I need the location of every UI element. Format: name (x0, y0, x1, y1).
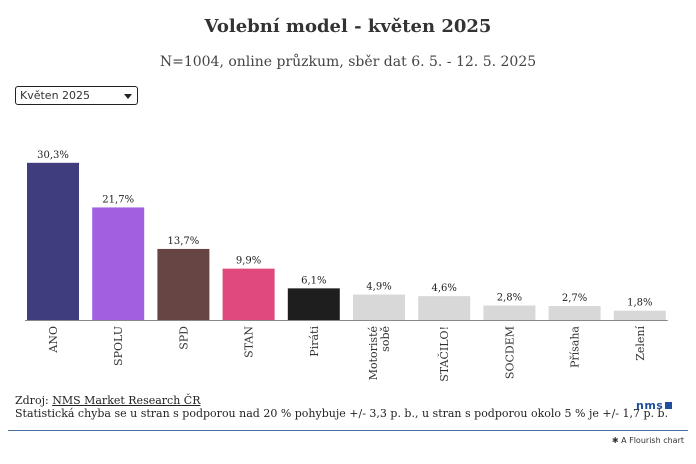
month-select[interactable]: Květen 2025 (15, 86, 138, 105)
bar-9[interactable] (613, 310, 666, 320)
square-icon (665, 402, 673, 409)
flourish-credit-text: A Flourish chart (621, 436, 684, 445)
bar-3[interactable] (222, 268, 275, 320)
error-note: Statistická chyba se u stran s podporou … (15, 407, 669, 420)
source-prefix: Zdroj: (15, 394, 53, 407)
category-label-6: STAČILO! (437, 326, 451, 382)
flourish-icon: ✱ (611, 436, 619, 445)
category-label-3: STAN (243, 326, 256, 358)
chart-title: Volební model - květen 2025 (204, 16, 492, 37)
chart-footer: Zdroj: NMS Market Research ČR Statistick… (15, 394, 668, 420)
chevron-down-icon (124, 94, 132, 99)
value-label-0: 30,3% (37, 150, 69, 161)
bar-5[interactable] (353, 294, 405, 320)
value-label-5: 4,9% (366, 282, 391, 293)
month-select-value: Květen 2025 (20, 89, 91, 102)
value-label-3: 9,9% (236, 256, 261, 267)
value-label-6: 4,6% (431, 283, 456, 294)
category-label-8: Přísaha (569, 326, 582, 368)
value-label-4: 6,1% (301, 275, 326, 286)
chart-subtitle: N=1004, online průzkum, sběr dat 6. 5. -… (159, 54, 537, 70)
nms-logo-text: nms (636, 399, 664, 412)
category-label-7: SOCDEM (503, 326, 516, 379)
category-label-5: Motoristésobě (367, 326, 392, 380)
category-label-4: Piráti (308, 326, 321, 357)
value-label-1: 21,7% (102, 194, 134, 205)
category-label-2: SPD (177, 326, 190, 350)
category-label-0: ANO (47, 326, 60, 354)
category-label-9: Zelení (634, 326, 647, 361)
bar-6[interactable] (418, 296, 471, 320)
flourish-credit[interactable]: ✱ A Flourish chart (612, 436, 684, 445)
bar-1[interactable] (92, 207, 145, 320)
value-label-9: 1,8% (627, 298, 652, 309)
value-label-2: 13,7% (168, 236, 200, 247)
nms-logo: nms (636, 399, 673, 412)
bar-0[interactable] (27, 162, 79, 320)
value-label-8: 2,7% (562, 293, 587, 304)
footer-divider (8, 430, 688, 431)
bar-2[interactable] (157, 248, 210, 320)
bar-4[interactable] (287, 288, 340, 320)
bar-8[interactable] (548, 305, 601, 320)
value-label-7: 2,8% (497, 292, 522, 303)
category-label-1: SPOLU (112, 326, 125, 366)
source-link[interactable]: NMS Market Research ČR (52, 394, 201, 407)
bar-chart: 30,3% ANO 21,7% SPOLU 13,7% SPD 9,9% STAN 6,1% Pi… (25, 150, 668, 382)
source-line: Zdroj: NMS Market Research ČR (15, 394, 668, 407)
bar-7[interactable] (483, 305, 536, 320)
